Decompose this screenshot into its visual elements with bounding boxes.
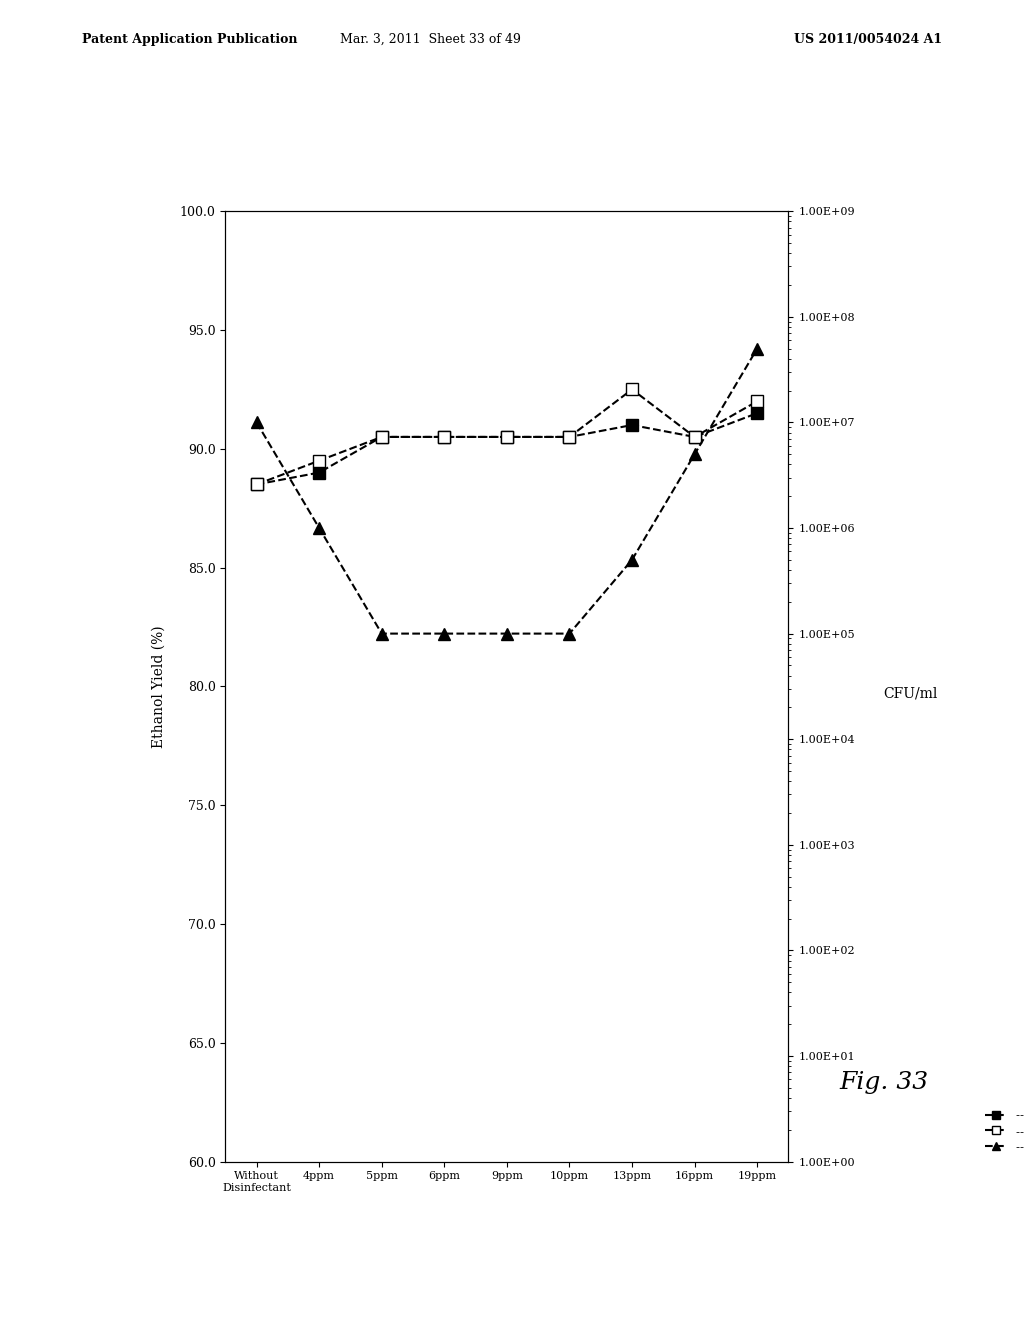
Legend: -- ■ -- Ethanol Yield By Distillation (%), -- □ -- Ethanol Yield HPLC (%), -- ▲ : -- ■ -- Ethanol Yield By Distillation (%…: [981, 1106, 1024, 1156]
CFU/ml: [626, 552, 638, 568]
CFU/ml: [376, 626, 388, 642]
Ethanol Yield HPLC (%): [313, 453, 326, 469]
CFU/ml: [501, 626, 513, 642]
CFU/ml: [438, 626, 451, 642]
Line: CFU/ml: CFU/ml: [251, 343, 763, 639]
Ethanol Yield HPLC (%): [376, 429, 388, 445]
Text: Patent Application Publication: Patent Application Publication: [82, 33, 297, 46]
Line: Ethanol Yield By Distillation (%): Ethanol Yield By Distillation (%): [251, 408, 763, 490]
Ethanol Yield HPLC (%): [501, 429, 513, 445]
Ethanol Yield HPLC (%): [751, 393, 763, 409]
Ethanol Yield By Distillation (%): [688, 429, 700, 445]
Ethanol Yield By Distillation (%): [313, 465, 326, 480]
Ethanol Yield HPLC (%): [438, 429, 451, 445]
Ethanol Yield HPLC (%): [626, 381, 638, 397]
Ethanol Yield HPLC (%): [688, 429, 700, 445]
Ethanol Yield HPLC (%): [563, 429, 575, 445]
Ethanol Yield By Distillation (%): [438, 429, 451, 445]
Ethanol Yield By Distillation (%): [376, 429, 388, 445]
Text: US 2011/0054024 A1: US 2011/0054024 A1: [794, 33, 942, 46]
Text: Mar. 3, 2011  Sheet 33 of 49: Mar. 3, 2011 Sheet 33 of 49: [340, 33, 520, 46]
Y-axis label: CFU/ml: CFU/ml: [883, 686, 938, 701]
Ethanol Yield By Distillation (%): [563, 429, 575, 445]
CFU/ml: [751, 341, 763, 356]
Ethanol Yield By Distillation (%): [251, 477, 263, 492]
Ethanol Yield By Distillation (%): [751, 405, 763, 421]
CFU/ml: [563, 626, 575, 642]
Ethanol Yield By Distillation (%): [626, 417, 638, 433]
Y-axis label: Ethanol Yield (%): Ethanol Yield (%): [152, 626, 166, 747]
Ethanol Yield By Distillation (%): [501, 429, 513, 445]
Line: Ethanol Yield HPLC (%): Ethanol Yield HPLC (%): [251, 384, 763, 490]
CFU/ml: [313, 520, 326, 536]
Ethanol Yield HPLC (%): [251, 477, 263, 492]
CFU/ml: [251, 414, 263, 430]
Text: Fig. 33: Fig. 33: [840, 1071, 929, 1094]
CFU/ml: [688, 446, 700, 462]
